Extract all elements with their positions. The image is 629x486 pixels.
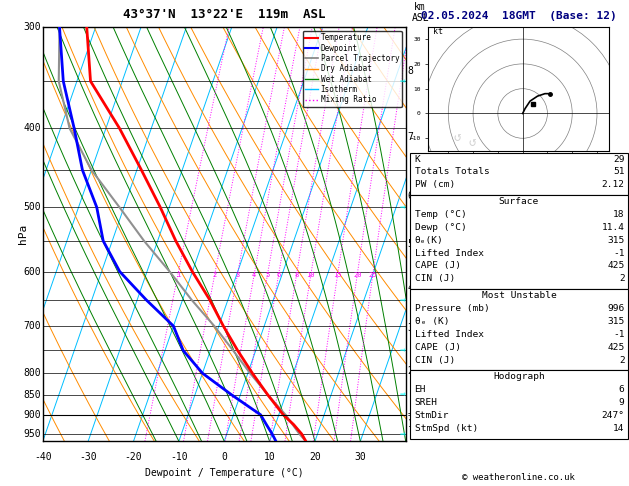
- Text: 6: 6: [277, 272, 281, 278]
- Text: K: K: [415, 155, 420, 164]
- Text: ⇒: ⇒: [399, 346, 406, 355]
- Text: 43°37'N  13°22'E  119m  ASL: 43°37'N 13°22'E 119m ASL: [123, 7, 325, 20]
- Text: 2: 2: [619, 275, 625, 283]
- Text: 8: 8: [294, 272, 299, 278]
- Text: Surface: Surface: [499, 197, 539, 206]
- Text: 900: 900: [23, 410, 41, 420]
- Text: ⇒: ⇒: [399, 390, 406, 399]
- Text: 300: 300: [23, 22, 41, 32]
- Text: 25: 25: [369, 272, 377, 278]
- Text: -30: -30: [79, 451, 97, 462]
- Text: © weatheronline.co.uk: © weatheronline.co.uk: [462, 473, 576, 482]
- Text: -1: -1: [613, 330, 625, 339]
- Text: hPa: hPa: [18, 224, 28, 244]
- Text: 1: 1: [175, 272, 180, 278]
- Text: Lifted Index: Lifted Index: [415, 249, 484, 258]
- Text: ⇒: ⇒: [399, 202, 406, 212]
- Text: 996: 996: [608, 304, 625, 313]
- Text: -20: -20: [125, 451, 142, 462]
- Text: 3: 3: [235, 272, 240, 278]
- Text: Pressure (mb): Pressure (mb): [415, 304, 489, 313]
- Text: km
ASL: km ASL: [411, 2, 429, 22]
- Text: 4: 4: [252, 272, 256, 278]
- Text: 850: 850: [23, 390, 41, 399]
- Text: 3: 3: [408, 323, 413, 333]
- Text: 51: 51: [613, 167, 625, 176]
- Text: 2: 2: [408, 366, 413, 376]
- Text: 9: 9: [619, 398, 625, 407]
- Text: Totals Totals: Totals Totals: [415, 167, 489, 176]
- Text: 0: 0: [221, 451, 227, 462]
- Text: 7: 7: [408, 132, 413, 142]
- Text: 6: 6: [619, 385, 625, 394]
- Text: ↺: ↺: [468, 136, 476, 149]
- Text: ⇒: ⇒: [399, 295, 406, 305]
- Text: 20: 20: [353, 272, 362, 278]
- Text: SREH: SREH: [415, 398, 438, 407]
- Text: -10: -10: [170, 451, 187, 462]
- Text: 20: 20: [309, 451, 321, 462]
- Text: 1: 1: [408, 419, 413, 429]
- Text: θₑ (K): θₑ (K): [415, 317, 449, 326]
- Text: 4: 4: [408, 283, 413, 293]
- Text: 247°: 247°: [601, 411, 625, 420]
- Text: 8: 8: [408, 66, 413, 76]
- Text: 600: 600: [23, 267, 41, 277]
- Text: Lifted Index: Lifted Index: [415, 330, 484, 339]
- Text: 11.4: 11.4: [601, 223, 625, 232]
- Text: 950: 950: [23, 429, 41, 439]
- Text: CAPE (J): CAPE (J): [415, 343, 460, 352]
- Text: 500: 500: [23, 202, 41, 212]
- Text: 2: 2: [619, 356, 625, 364]
- Text: Dewp (°C): Dewp (°C): [415, 223, 466, 232]
- Text: 18: 18: [613, 210, 625, 219]
- Text: CIN (J): CIN (J): [415, 356, 455, 364]
- Text: 14: 14: [613, 424, 625, 433]
- Text: 10: 10: [264, 451, 276, 462]
- Text: =1LCL: =1LCL: [408, 410, 431, 419]
- Text: kt: kt: [433, 27, 443, 36]
- Text: -1: -1: [613, 249, 625, 258]
- Text: 315: 315: [608, 236, 625, 245]
- Text: 29: 29: [613, 155, 625, 164]
- Text: PW (cm): PW (cm): [415, 180, 455, 190]
- Text: ⇒: ⇒: [399, 429, 406, 439]
- Legend: Temperature, Dewpoint, Parcel Trajectory, Dry Adiabat, Wet Adiabat, Isotherm, Mi: Temperature, Dewpoint, Parcel Trajectory…: [303, 31, 402, 107]
- Text: Dewpoint / Temperature (°C): Dewpoint / Temperature (°C): [145, 468, 304, 478]
- Text: 02.05.2024  18GMT  (Base: 12): 02.05.2024 18GMT (Base: 12): [421, 11, 617, 21]
- Text: 2: 2: [213, 272, 217, 278]
- Text: 425: 425: [608, 343, 625, 352]
- Text: θₑ(K): θₑ(K): [415, 236, 443, 245]
- Text: Mixing Ratio (g/kg): Mixing Ratio (g/kg): [452, 183, 461, 285]
- Text: 6: 6: [408, 191, 413, 201]
- Text: -40: -40: [34, 451, 52, 462]
- Text: 30: 30: [355, 451, 366, 462]
- Text: 5: 5: [408, 239, 413, 249]
- Text: ⇒: ⇒: [399, 76, 406, 86]
- Text: 400: 400: [23, 123, 41, 133]
- Text: ↺: ↺: [454, 131, 460, 144]
- Text: 15: 15: [333, 272, 342, 278]
- Text: 315: 315: [608, 317, 625, 326]
- Text: 425: 425: [608, 261, 625, 271]
- Text: 5: 5: [265, 272, 270, 278]
- Text: StmDir: StmDir: [415, 411, 449, 420]
- Text: CAPE (J): CAPE (J): [415, 261, 460, 271]
- Text: 800: 800: [23, 368, 41, 378]
- Text: Most Unstable: Most Unstable: [482, 291, 556, 300]
- Text: 2.12: 2.12: [601, 180, 625, 190]
- Text: EH: EH: [415, 385, 426, 394]
- Text: Temp (°C): Temp (°C): [415, 210, 466, 219]
- Text: StmSpd (kt): StmSpd (kt): [415, 424, 478, 433]
- Text: 10: 10: [306, 272, 315, 278]
- Text: Hodograph: Hodograph: [493, 372, 545, 382]
- Text: CIN (J): CIN (J): [415, 275, 455, 283]
- Text: 700: 700: [23, 321, 41, 331]
